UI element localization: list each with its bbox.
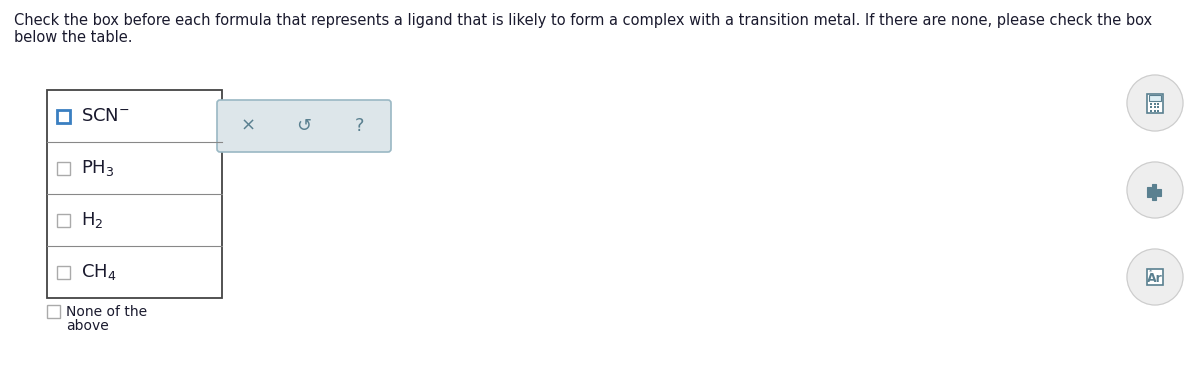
Text: ↺: ↺: [296, 117, 312, 135]
Text: None of the: None of the: [66, 305, 148, 319]
Circle shape: [1127, 162, 1183, 218]
Bar: [58, 162, 70, 175]
Bar: [1151, 110, 1152, 112]
Bar: [1157, 106, 1159, 108]
FancyBboxPatch shape: [217, 100, 391, 152]
Text: below the table.: below the table.: [14, 30, 132, 45]
Text: ?: ?: [355, 117, 365, 135]
Circle shape: [1127, 75, 1183, 131]
Bar: [1147, 94, 1163, 113]
Bar: [47, 305, 60, 318]
Bar: [58, 266, 70, 279]
Text: Ar: Ar: [1147, 272, 1163, 285]
Bar: [1147, 187, 1151, 197]
Bar: [1157, 188, 1162, 195]
Bar: [1147, 269, 1163, 285]
Bar: [1151, 103, 1152, 104]
Text: *: *: [1150, 269, 1153, 275]
Circle shape: [1127, 249, 1183, 305]
Text: $\mathrm{CH}_{4}$: $\mathrm{CH}_{4}$: [82, 262, 116, 282]
Bar: [1153, 106, 1156, 108]
Bar: [1150, 95, 1160, 101]
Text: $\mathrm{SCN}^{-}$: $\mathrm{SCN}^{-}$: [82, 107, 130, 125]
Bar: [1157, 110, 1159, 112]
Bar: [58, 110, 70, 122]
Bar: [1153, 110, 1156, 112]
Bar: [1157, 103, 1159, 104]
Bar: [58, 213, 70, 226]
Text: ×: ×: [240, 117, 256, 135]
Bar: [1153, 103, 1156, 104]
Text: $\mathrm{PH}_{3}$: $\mathrm{PH}_{3}$: [82, 158, 114, 178]
Text: Check the box before each formula that represents a ligand that is likely to for: Check the box before each formula that r…: [14, 13, 1152, 28]
Text: $\mathrm{H}_{2}$: $\mathrm{H}_{2}$: [82, 210, 103, 230]
Bar: [47, 90, 222, 298]
Bar: [1152, 184, 1156, 200]
Text: above: above: [66, 319, 109, 333]
Bar: [1151, 106, 1152, 108]
